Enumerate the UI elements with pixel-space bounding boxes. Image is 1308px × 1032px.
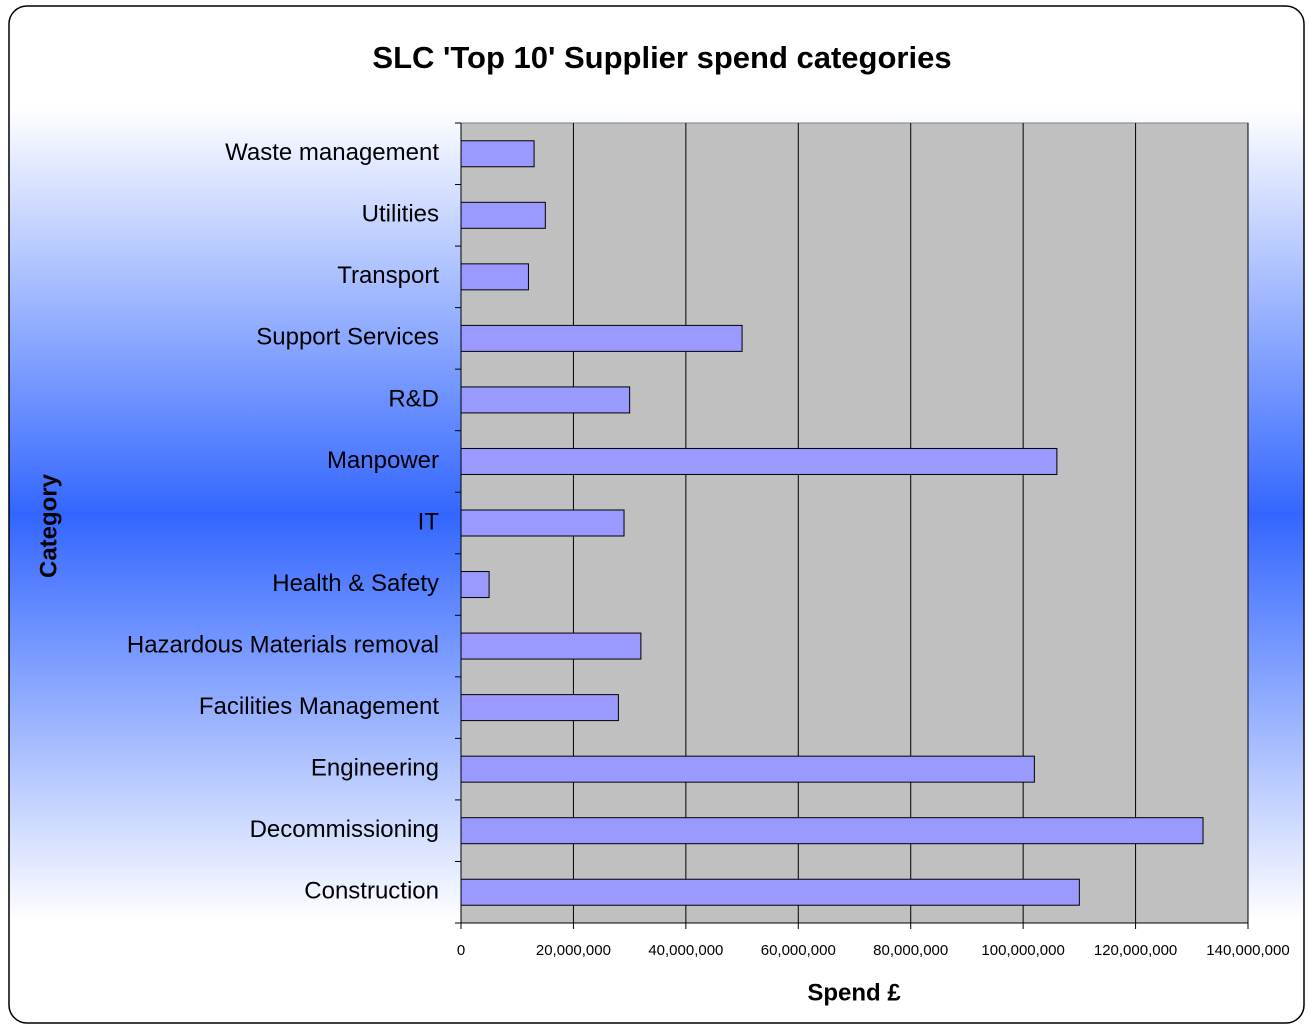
x-tick-label: 120,000,000 xyxy=(1094,942,1177,959)
bar xyxy=(460,386,631,414)
bar xyxy=(460,694,619,722)
bar xyxy=(460,571,490,599)
bar xyxy=(460,509,625,537)
x-tick-label: 140,000,000 xyxy=(1206,942,1289,959)
x-tick-label: 0 xyxy=(457,942,465,959)
y-tick-label: Support Services xyxy=(256,324,439,351)
y-tick-label: Decommissioning xyxy=(250,816,439,843)
y-tick-label: IT xyxy=(418,508,440,535)
bar xyxy=(460,447,1058,475)
y-tick-label: Construction xyxy=(304,878,439,905)
y-tick-label: Health & Safety xyxy=(272,570,439,597)
x-tick-label: 20,000,000 xyxy=(536,942,611,959)
bar xyxy=(460,817,1204,845)
bar xyxy=(460,140,535,168)
y-tick-label: R&D xyxy=(388,385,439,412)
bar xyxy=(460,201,546,229)
bar xyxy=(460,755,1035,783)
y-tick-label: Manpower xyxy=(327,447,439,474)
x-tick-label: 100,000,000 xyxy=(981,942,1064,959)
y-tick-label: Utilities xyxy=(362,201,439,228)
y-tick-label: Transport xyxy=(337,262,439,289)
x-axis-label: Spend £ xyxy=(807,979,901,1006)
y-tick-label: Facilities Management xyxy=(199,693,439,720)
x-tick-label: 60,000,000 xyxy=(761,942,836,959)
bar xyxy=(460,324,743,352)
x-tick-label: 80,000,000 xyxy=(873,942,948,959)
bar xyxy=(460,878,1080,906)
bar xyxy=(460,632,642,660)
y-axis-label: Category xyxy=(35,473,62,578)
bar xyxy=(460,263,529,291)
x-tick-label: 40,000,000 xyxy=(648,942,723,959)
y-tick-label: Hazardous Materials removal xyxy=(127,631,439,658)
chart-title: SLC 'Top 10' Supplier spend categories xyxy=(372,40,951,75)
y-tick-label: Engineering xyxy=(311,754,439,781)
y-tick-label: Waste management xyxy=(225,139,439,166)
